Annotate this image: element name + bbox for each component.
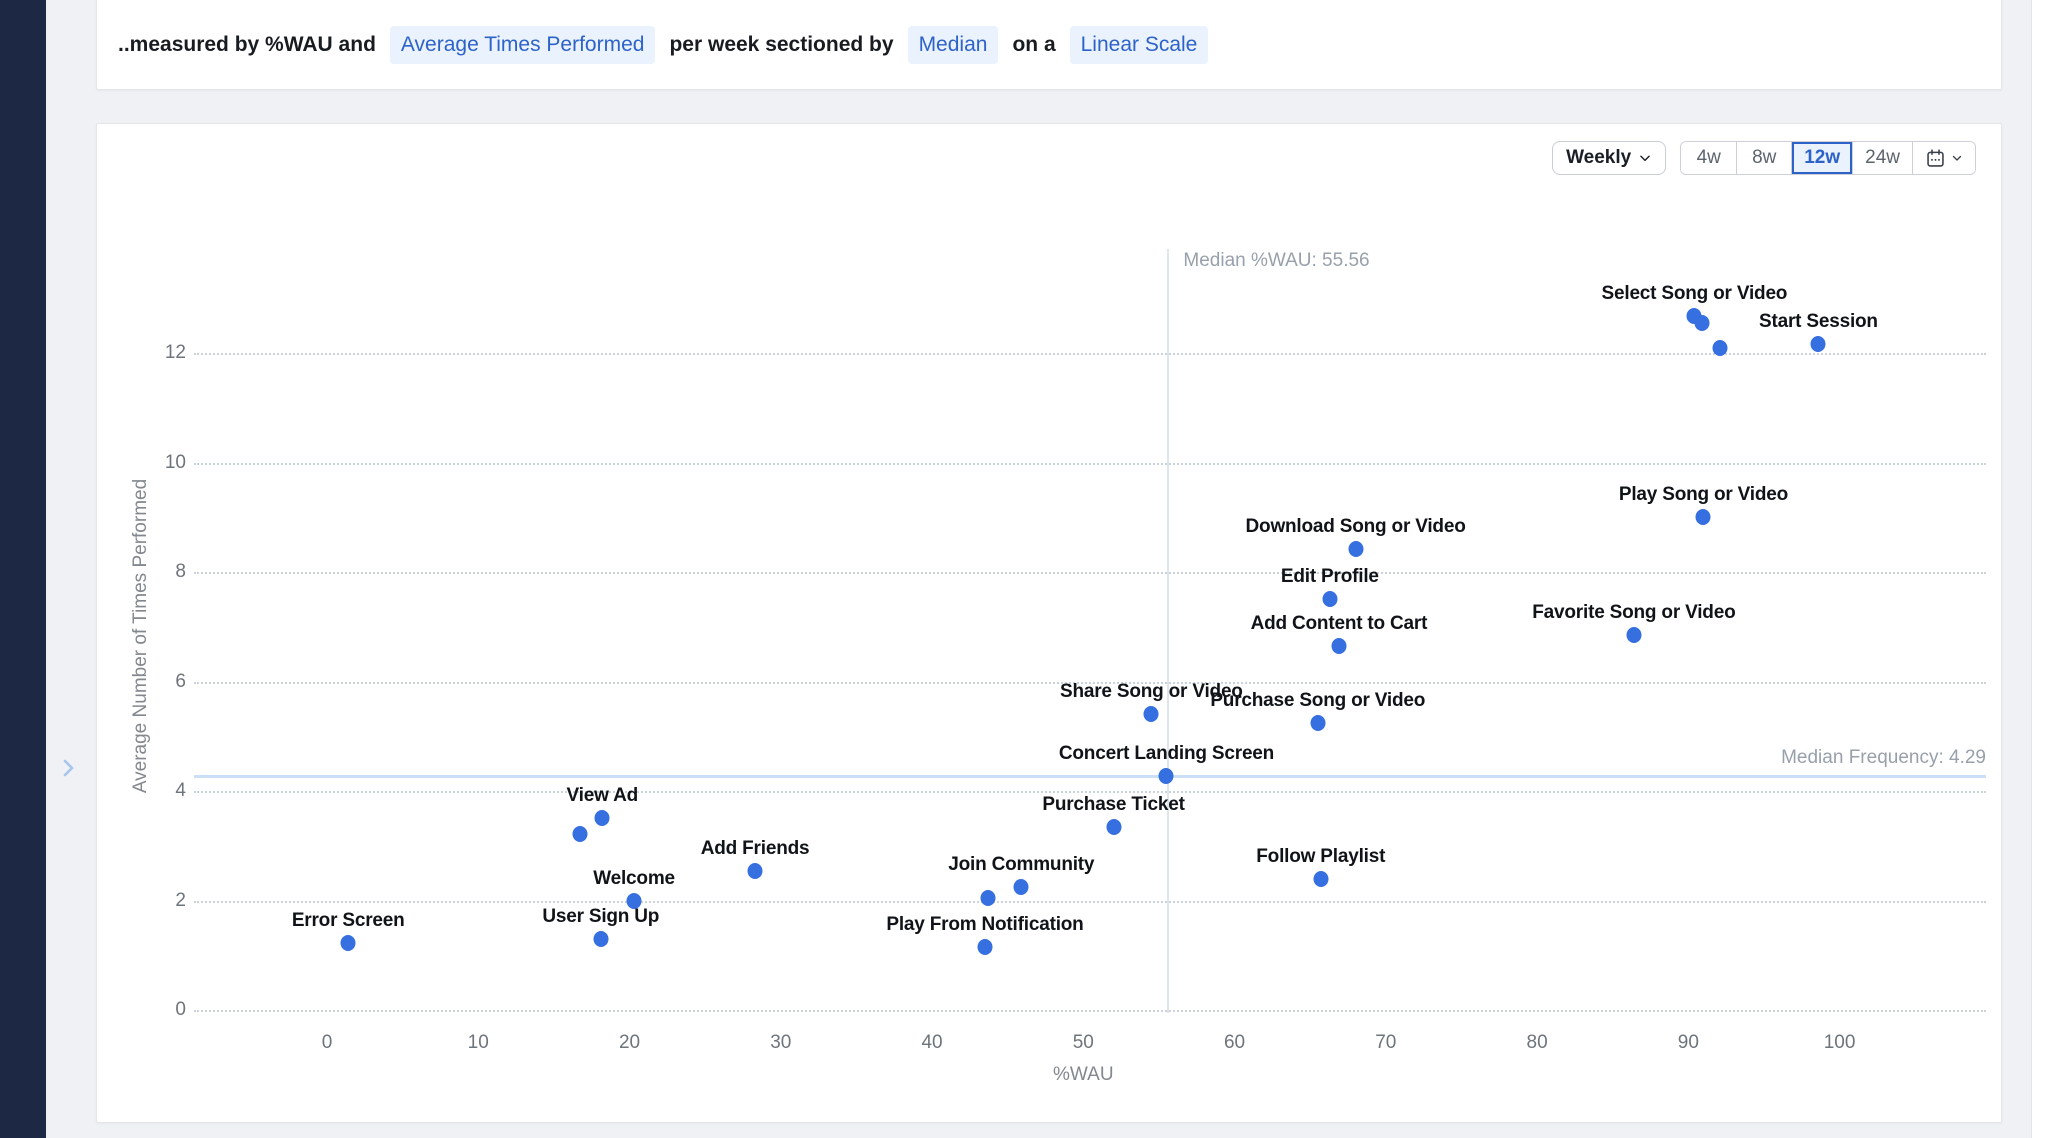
data-point[interactable] <box>1626 627 1641 643</box>
x-tick-label: 20 <box>590 1032 670 1054</box>
x-tick-label: 100 <box>1800 1032 1880 1054</box>
range-button-4w[interactable]: 4w <box>1681 142 1736 174</box>
x-tick-label: 50 <box>1043 1032 1123 1054</box>
data-point[interactable] <box>1811 336 1826 352</box>
data-point[interactable] <box>341 935 356 951</box>
x-tick-label: 80 <box>1497 1032 1577 1054</box>
custom-date-range-button[interactable] <box>1912 142 1975 174</box>
data-point[interactable] <box>1348 541 1363 557</box>
data-point-label: Play Song or Video <box>1619 484 1788 506</box>
gridline-y-8 <box>194 572 1986 574</box>
chevron-right-icon <box>56 756 80 780</box>
y-axis-title: Average Number of Times Performed <box>130 479 152 793</box>
data-point[interactable] <box>1331 638 1346 654</box>
range-button-8w[interactable]: 8w <box>1736 142 1791 174</box>
y-tick-label: 2 <box>126 890 186 912</box>
measure-sentence-bar: ..measured by %WAU and Average Times Per… <box>96 0 2002 90</box>
data-point-label: Follow Playlist <box>1256 846 1385 868</box>
x-tick-label: 10 <box>438 1032 518 1054</box>
data-point[interactable] <box>1144 706 1159 722</box>
data-point-label: Purchase Song or Video <box>1210 690 1425 712</box>
data-point[interactable] <box>1014 879 1029 895</box>
data-point-label: View Ad <box>567 785 638 807</box>
x-tick-label: 0 <box>287 1032 367 1054</box>
data-point[interactable] <box>595 810 610 826</box>
range-button-12w[interactable]: 12w <box>1791 142 1852 174</box>
x-tick-label: 30 <box>741 1032 821 1054</box>
scatter-plot: 0246810120102030405060708090100Average N… <box>97 124 2003 1124</box>
scale-chip[interactable]: Linear Scale <box>1070 26 1209 64</box>
range-segmented-control: 4w8w12w24w <box>1680 141 1976 175</box>
chevron-down-icon <box>1951 152 1963 164</box>
data-point[interactable] <box>1159 768 1174 784</box>
data-point[interactable] <box>748 863 763 879</box>
data-point-label: Add Friends <box>701 838 810 860</box>
data-point[interactable] <box>1322 591 1337 607</box>
sentence-prefix: ..measured by %WAU and <box>118 33 376 57</box>
data-point-label: Error Screen <box>292 910 405 932</box>
x-tick-label: 70 <box>1346 1032 1426 1054</box>
median-frequency-line <box>194 775 1986 778</box>
data-point-label: Join Community <box>948 854 1094 876</box>
range-button-24w[interactable]: 24w <box>1852 142 1912 174</box>
expand-panel-chevron[interactable] <box>54 754 82 782</box>
x-axis-title: %WAU <box>1053 1064 1114 1086</box>
median-wau-label: Median %WAU: 55.56 <box>1183 250 1369 272</box>
data-point-label: Add Content to Cart <box>1251 613 1428 635</box>
y-tick-label: 12 <box>126 342 186 364</box>
data-point-unlabeled[interactable] <box>981 890 996 906</box>
x-tick-label: 40 <box>892 1032 972 1054</box>
data-point-unlabeled[interactable] <box>1713 340 1728 356</box>
x-tick-label: 90 <box>1648 1032 1728 1054</box>
data-point-unlabeled[interactable] <box>1694 315 1709 331</box>
scrollbar-track[interactable] <box>2031 0 2048 1138</box>
median-wau-line <box>1167 249 1169 1013</box>
chevron-down-icon <box>1638 151 1652 165</box>
data-point-label: Edit Profile <box>1281 566 1379 588</box>
data-point-label: Play From Notification <box>886 914 1083 936</box>
data-point-label: User Sign Up <box>542 906 659 928</box>
sentence-connector: on a <box>1012 33 1055 57</box>
data-point-label: Purchase Ticket <box>1042 794 1184 816</box>
data-point-label: Start Session <box>1759 311 1878 333</box>
granularity-label: Weekly <box>1566 147 1631 169</box>
data-point[interactable] <box>1313 871 1328 887</box>
data-point-label: Concert Landing Screen <box>1059 743 1274 765</box>
sentence-middle: per week sectioned by <box>669 33 893 57</box>
granularity-dropdown[interactable]: Weekly <box>1552 141 1666 175</box>
gridline-y-0 <box>194 1010 1986 1012</box>
calendar-icon <box>1925 148 1946 169</box>
median-frequency-label: Median Frequency: 4.29 <box>1781 747 1986 769</box>
chart-card: 0246810120102030405060708090100Average N… <box>96 123 2002 1123</box>
data-point[interactable] <box>1310 715 1325 731</box>
data-point-label: Welcome <box>593 868 675 890</box>
gridline-y-10 <box>194 463 1986 465</box>
y-tick-label: 10 <box>126 452 186 474</box>
data-point-label: Select Song or Video <box>1602 283 1788 305</box>
data-point[interactable] <box>977 939 992 955</box>
data-point[interactable] <box>593 931 608 947</box>
data-point-label: Download Song or Video <box>1246 516 1466 538</box>
data-point-label: Favorite Song or Video <box>1532 602 1735 624</box>
y-tick-label: 0 <box>126 999 186 1021</box>
x-tick-label: 60 <box>1195 1032 1275 1054</box>
data-point[interactable] <box>1106 819 1121 835</box>
gridline-y-2 <box>194 901 1986 903</box>
data-point[interactable] <box>1696 509 1711 525</box>
section-chip[interactable]: Median <box>908 26 999 64</box>
app-sidebar-rail <box>0 0 46 1138</box>
chart-controls: Weekly 4w8w12w24w <box>1552 141 1976 175</box>
measure-chip[interactable]: Average Times Performed <box>390 26 656 64</box>
data-point-unlabeled[interactable] <box>572 826 587 842</box>
